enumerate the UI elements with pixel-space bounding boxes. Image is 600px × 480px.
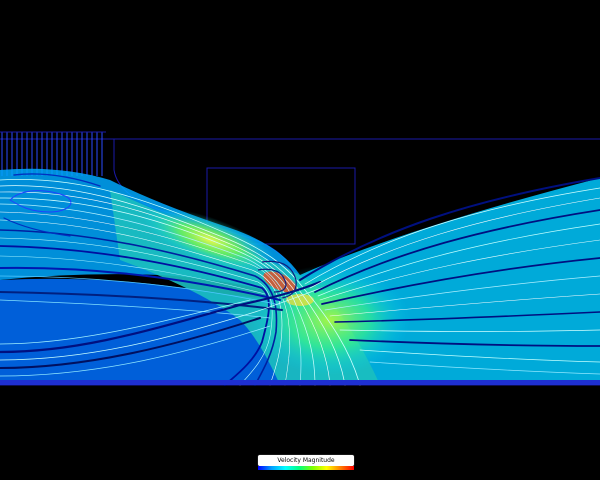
velocity-colorbar [258, 466, 354, 470]
legend-title[interactable]: Velocity Magnitude [258, 455, 354, 466]
throat-swirl [257, 260, 297, 299]
streamlines [0, 173, 600, 386]
bottom-wall [0, 380, 600, 385]
inlet-vanes [0, 131, 106, 176]
